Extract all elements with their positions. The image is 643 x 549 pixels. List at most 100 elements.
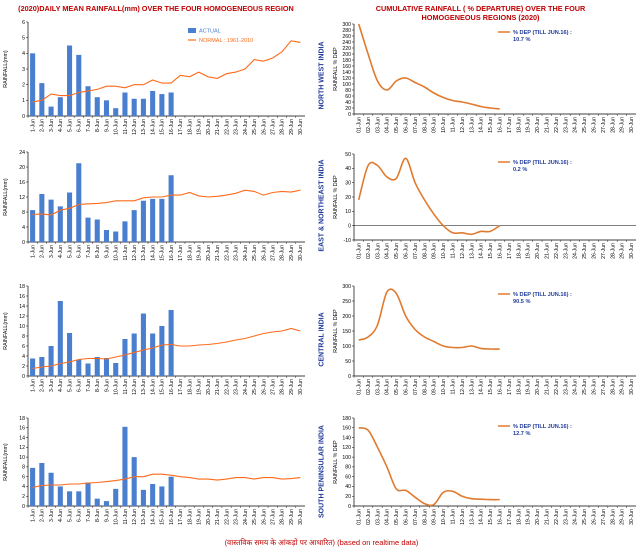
bar-actual	[131, 333, 137, 376]
x-tick-label: 09-Jun	[432, 117, 438, 133]
legend-swatch-actual	[188, 28, 196, 33]
y-tick-label: 18	[19, 416, 25, 422]
x-tick-label: 26-Jun	[261, 245, 267, 261]
y-axis-label: RAINFALL % DEP	[333, 175, 339, 219]
x-tick-label: 2-Jun	[40, 379, 46, 392]
x-tick-label: 6-Jun	[77, 379, 83, 392]
right-column-title: CUMULATIVE RAINFALL ( % DEPARTURE) OVER …	[318, 4, 643, 22]
x-tick-label: 12-Jun	[132, 245, 138, 261]
x-tick-label: 30-Jun	[298, 119, 304, 135]
x-tick-label: 18-Jun	[516, 243, 522, 259]
x-tick-label: 05-Jun	[394, 379, 400, 395]
y-tick-label: 100	[342, 344, 351, 350]
y-tick-label: 100	[342, 455, 351, 461]
bar-actual	[85, 482, 91, 506]
left-column-title: (2020)DAILY MEAN RAINFALL(mm) OVER THE F…	[18, 4, 294, 13]
line-normal	[32, 327, 301, 370]
bar-actual	[67, 333, 73, 376]
bar-actual	[94, 219, 100, 242]
x-tick-label: 24-Jun	[243, 245, 249, 261]
x-tick-label: 09-Jun	[432, 243, 438, 259]
bar-actual	[168, 175, 174, 242]
x-tick-label: 14-Jun	[479, 379, 485, 395]
x-tick-label: 20-Jun	[535, 379, 541, 395]
y-tick-label: 0	[22, 374, 25, 380]
x-tick-label: 07-Jun	[413, 379, 419, 395]
x-tick-label: 5-Jun	[67, 245, 73, 258]
x-tick-label: 04-Jun	[385, 509, 391, 525]
y-tick-label: -10	[344, 238, 352, 244]
x-tick-label: 22-Jun	[554, 509, 560, 525]
right-title-line-1: CUMULATIVE RAINFALL ( % DEPARTURE) OVER …	[375, 4, 586, 13]
x-tick-label: 23-Jun	[234, 245, 240, 261]
x-tick-label: 13-Jun	[469, 509, 475, 525]
x-tick-label: 01-Jun	[357, 509, 363, 525]
x-tick-label: 2-Jun	[40, 245, 46, 258]
x-tick-label: 8-Jun	[95, 509, 101, 522]
x-tick-label: 29-Jun	[620, 243, 626, 259]
bar-actual	[131, 98, 137, 116]
line-normal	[32, 40, 301, 103]
x-tick-label: 17-Jun	[507, 509, 513, 525]
x-tick-label: 17-Jun	[178, 509, 184, 525]
x-tick-label: 04-Jun	[385, 117, 391, 133]
x-tick-label: 05-Jun	[394, 243, 400, 259]
x-tick-label: 22-Jun	[224, 509, 230, 525]
x-tick-label: 18-Jun	[516, 509, 522, 525]
x-tick-label: 26-Jun	[592, 117, 598, 133]
x-tick-label: 26-Jun	[261, 379, 267, 395]
x-tick-label: 22-Jun	[224, 245, 230, 261]
y-axis-label: RAINFALL(mm)	[3, 312, 9, 350]
x-tick-label: 26-Jun	[592, 243, 598, 259]
y-tick-label: 10	[19, 324, 25, 330]
x-tick-label: 18-Jun	[187, 119, 193, 135]
line-normal	[32, 473, 301, 488]
x-tick-label: 20-Jun	[206, 245, 212, 261]
y-tick-label: 50	[345, 152, 351, 158]
y-tick-label: 6	[22, 344, 25, 350]
y-tick-label: 160	[342, 64, 351, 70]
region-label-northwest: NORTH WEST INDIA	[318, 41, 326, 110]
x-tick-label: 08-Jun	[422, 243, 428, 259]
bar-actual	[48, 346, 54, 376]
x-tick-label: 3-Jun	[49, 119, 55, 132]
y-tick-label: 0	[22, 504, 25, 510]
x-tick-label: 4-Jun	[58, 245, 64, 258]
x-tick-label: 27-Jun	[270, 379, 276, 395]
x-tick-label: 28-Jun	[610, 379, 616, 395]
region-label-east-northeast: EAST & NORTHEAST INDIA	[318, 159, 326, 252]
x-tick-label: 16-Jun	[169, 119, 175, 135]
x-tick-label: 06-Jun	[404, 117, 410, 133]
cum-chart-central: 0 50 100 150 200 250 300 01-Jun 02-Jun 03-Jun 04-J…	[333, 284, 636, 395]
x-tick-label: 6-Jun	[77, 509, 83, 522]
x-tick-label: 22-Jun	[554, 243, 560, 259]
region-label-south-peninsular: SOUTH PENINSULAR INDIA	[318, 425, 326, 518]
x-tick-label: 30-Jun	[298, 509, 304, 525]
y-tick-label: 20	[345, 494, 351, 500]
x-tick-label: 21-Jun	[545, 243, 551, 259]
x-tick-label: 06-Jun	[404, 379, 410, 395]
x-tick-label: 17-Jun	[507, 379, 513, 395]
y-tick-label: 8	[22, 210, 25, 216]
x-tick-label: 20-Jun	[206, 119, 212, 135]
x-tick-label: 19-Jun	[526, 243, 532, 259]
x-tick-label: 25-Jun	[252, 509, 258, 525]
x-tick-label: 15-Jun	[160, 245, 166, 261]
x-tick-label: 02-Jun	[366, 117, 372, 133]
bar-actual	[122, 339, 128, 376]
x-tick-label: 19-Jun	[526, 509, 532, 525]
legend-label-normal: NORMAL : 1961-2010	[199, 38, 253, 44]
x-tick-label: 29-Jun	[620, 379, 626, 395]
x-tick-label: 08-Jun	[422, 509, 428, 525]
x-tick-label: 12-Jun	[460, 379, 466, 395]
x-tick-label: 14-Jun	[479, 117, 485, 133]
bar-actual	[76, 491, 82, 506]
x-tick-label: 19-Jun	[197, 509, 203, 525]
x-tick-label: 13-Jun	[141, 245, 147, 261]
y-tick-label: 30	[345, 180, 351, 186]
x-tick-label: 20-Jun	[206, 509, 212, 525]
x-tick-label: 22-Jun	[554, 379, 560, 395]
bar-actual	[57, 206, 63, 242]
legend-label: % DEP (TILL JUN.16) :	[513, 424, 572, 430]
region-label-central: CENTRAL INDIA	[318, 312, 326, 367]
